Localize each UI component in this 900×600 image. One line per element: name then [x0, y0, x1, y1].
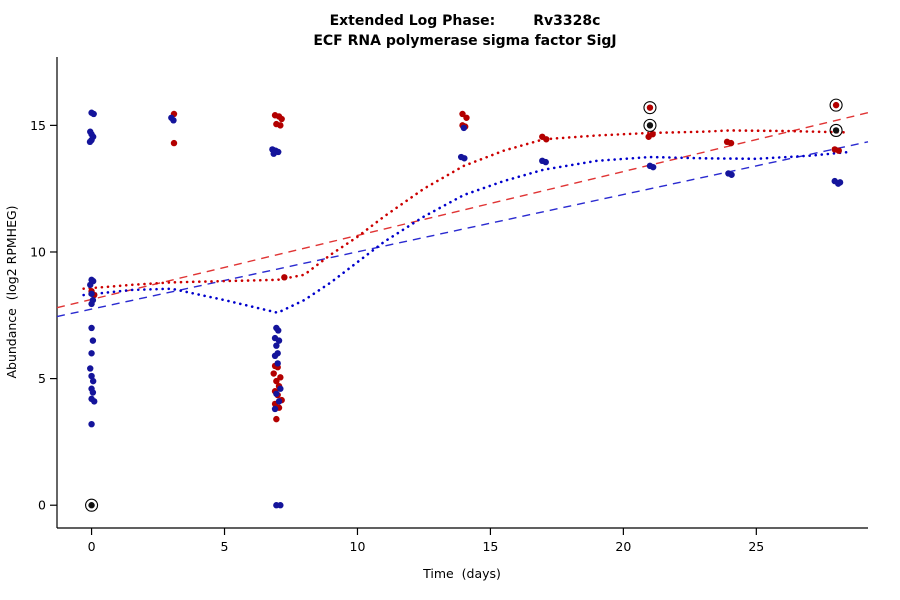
highlighted-data-point — [832, 101, 840, 109]
highlight-ring — [85, 498, 99, 512]
y-tick-label: 0 — [38, 498, 46, 513]
red-smooth-dotted — [82, 129, 851, 291]
data-point — [277, 374, 284, 381]
data-point — [86, 138, 94, 146]
highlighted-data-point — [832, 127, 840, 134]
data-point — [90, 110, 97, 118]
data-point — [835, 147, 842, 154]
data-point — [543, 136, 550, 143]
data-point — [170, 139, 178, 147]
data-point — [88, 420, 95, 428]
data-point — [460, 124, 468, 132]
data-point — [89, 337, 97, 344]
x-tick-label: 20 — [615, 539, 631, 554]
data-point — [88, 290, 95, 297]
data-point — [836, 179, 844, 186]
chart-title-gene: Rv3328c — [533, 13, 600, 29]
data-point — [89, 377, 97, 385]
x-tick-label: 10 — [350, 539, 366, 554]
data-point — [274, 360, 281, 367]
data-point — [459, 110, 466, 118]
data-point — [88, 350, 95, 357]
data-point — [727, 139, 735, 147]
data-point — [91, 398, 98, 405]
data-point — [87, 365, 94, 372]
data-point — [270, 370, 277, 377]
blue-points — [86, 109, 844, 509]
data-point — [270, 150, 277, 157]
data-point — [170, 117, 177, 124]
data-point — [275, 327, 282, 334]
highlight-ring — [829, 123, 843, 137]
data-point — [461, 155, 468, 162]
highlight-ring — [829, 98, 843, 112]
x-tick-label: 5 — [221, 539, 229, 554]
data-point — [271, 405, 279, 413]
data-point — [542, 158, 549, 166]
data-point — [277, 502, 284, 509]
data-point — [88, 372, 95, 380]
y-tick-label: 15 — [30, 118, 46, 133]
data-point — [271, 352, 279, 360]
data-point — [273, 377, 280, 385]
data-point — [278, 115, 285, 123]
highlighted-data-point — [646, 122, 654, 129]
chart-title-left: Extended Log Phase: — [330, 13, 496, 29]
data-point — [277, 122, 284, 129]
data-point — [645, 133, 652, 140]
data-point — [275, 398, 283, 405]
plot-content: 0 5 10 15 20 25 0 5 10 15 — [30, 57, 869, 554]
data-point — [88, 300, 95, 308]
y-tick-label: 5 — [38, 371, 46, 386]
data-point — [87, 281, 94, 289]
data-point — [89, 389, 97, 396]
x-tick-label: 15 — [482, 539, 498, 554]
red-trend-dashed — [56, 112, 869, 309]
axes — [50, 57, 868, 535]
blue-smooth-dotted — [82, 150, 851, 315]
chart-subtitle: ECF RNA polymerase sigma factor SigJ — [313, 33, 616, 49]
x-axis-label: Time (days) — [422, 566, 501, 581]
y-tick-label: 10 — [30, 244, 46, 259]
data-point — [88, 324, 95, 332]
data-point — [273, 390, 280, 397]
x-tick-label: 25 — [748, 539, 764, 554]
x-tick-label: 0 — [88, 539, 96, 554]
data-point — [728, 171, 735, 178]
data-point — [277, 385, 284, 392]
highlight-ring — [643, 101, 657, 115]
highlighted-data-point — [88, 502, 95, 509]
chart-title: Extended Log Phase: Rv3328c — [330, 13, 601, 29]
highlighted-data-point — [646, 104, 654, 111]
data-point — [273, 342, 280, 349]
data-point — [649, 163, 657, 171]
blue-trend-dashed — [56, 141, 869, 318]
data-point — [463, 114, 470, 121]
data-point — [273, 415, 280, 423]
y-axis-label: Abundance (log2 RPMHEG) — [4, 205, 19, 378]
circled-points — [85, 98, 843, 512]
data-point — [275, 337, 283, 344]
highlight-ring — [643, 118, 657, 132]
data-point — [281, 274, 288, 281]
